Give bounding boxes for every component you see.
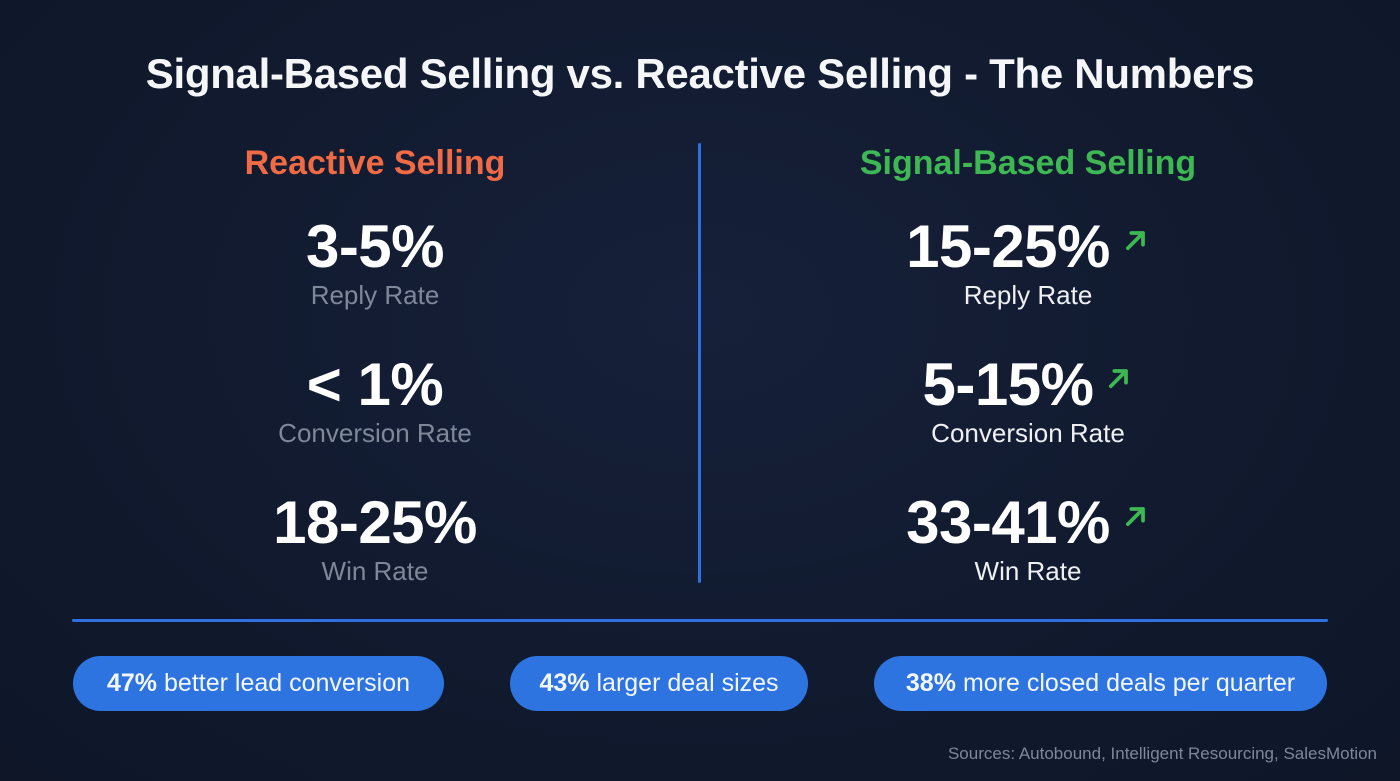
highlight-stat: 38% xyxy=(905,669,956,697)
vertical-divider xyxy=(698,143,701,583)
metric-label: Conversion Rate xyxy=(278,418,472,448)
signal-metric-reply: 15-25% Reply Rate xyxy=(778,212,1278,350)
reactive-metric-conversion: < 1% Conversion Rate xyxy=(125,350,625,488)
metric-value: 5-15% xyxy=(922,351,1094,418)
sources-note: Sources: Autobound, Intelligent Resourci… xyxy=(947,744,1377,763)
signal-metric-conversion: 5-15% Conversion Rate xyxy=(778,350,1278,488)
arrow-up-right-icon xyxy=(1125,507,1145,527)
metric-label: Reply Rate xyxy=(963,280,1093,310)
arrow-up-right-icon xyxy=(1109,369,1129,389)
metric-value: 3-5% xyxy=(305,213,445,280)
arrow-up-right-icon xyxy=(1125,231,1145,251)
metric-value: < 1% xyxy=(306,351,444,418)
highlight-text: better lead conversion xyxy=(164,669,411,697)
highlight-text: more closed deals per quarter xyxy=(962,669,1296,697)
signal-column: Signal-Based Selling 15-25% Reply Rate 5… xyxy=(778,140,1278,626)
reactive-column: Reactive Selling 3-5% Reply Rate < 1% Co… xyxy=(125,140,625,626)
highlight-pill-deal-sizes: 43% larger deal sizes xyxy=(510,656,808,711)
reactive-metric-win: 18-25% Win Rate xyxy=(125,488,625,626)
highlight-stat: 47% xyxy=(106,669,158,697)
highlight-pill-lead-conversion: 47% better lead conversion xyxy=(73,656,444,711)
highlight-text: larger deal sizes xyxy=(596,669,779,697)
signal-heading: Signal-Based Selling xyxy=(859,144,1197,182)
page-title: Signal-Based Selling vs. Reactive Sellin… xyxy=(145,50,1255,97)
metric-value: 33-41% xyxy=(906,489,1110,556)
signal-metric-win: 33-41% Win Rate xyxy=(778,488,1278,626)
horizontal-divider xyxy=(72,619,1328,622)
reactive-metric-reply: 3-5% Reply Rate xyxy=(125,212,625,350)
metric-label: Win Rate xyxy=(974,556,1082,586)
metric-value: 18-25% xyxy=(273,489,477,556)
metric-value: 15-25% xyxy=(906,213,1110,280)
metric-label: Conversion Rate xyxy=(931,418,1125,448)
highlight-pill-closed-deals: 38% more closed deals per quarter xyxy=(874,656,1327,711)
metric-label: Win Rate xyxy=(321,556,429,586)
metric-label: Reply Rate xyxy=(310,280,440,310)
highlight-stat: 43% xyxy=(539,669,590,697)
reactive-heading: Reactive Selling xyxy=(244,144,506,182)
